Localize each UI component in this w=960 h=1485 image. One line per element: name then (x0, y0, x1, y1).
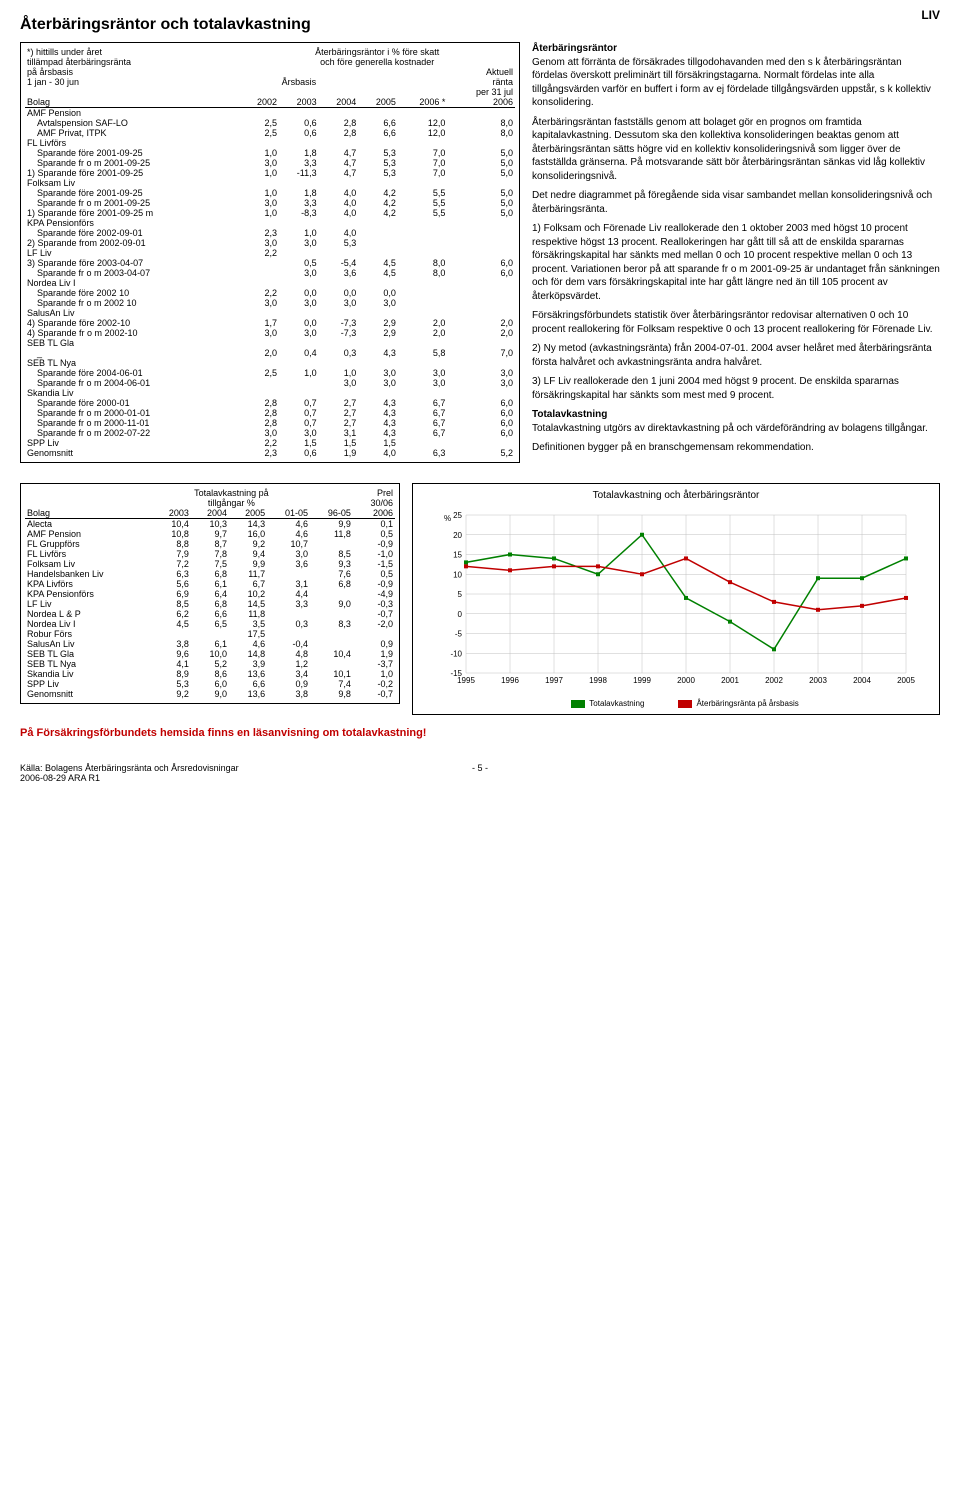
table-rebate-rates: *) hittills under åretÅterbäringsräntor … (20, 42, 520, 463)
svg-text:0: 0 (458, 610, 463, 619)
page-tag: LIV (921, 8, 940, 22)
chart-total-return: Totalavkastning och återbäringsräntor -1… (412, 483, 940, 715)
page-title: Återbäringsräntor och totalavkastning (20, 16, 940, 34)
svg-text:1997: 1997 (545, 676, 563, 685)
svg-text:1999: 1999 (633, 676, 651, 685)
svg-text:2001: 2001 (721, 676, 739, 685)
svg-text:5: 5 (458, 590, 463, 599)
svg-text:25: 25 (453, 511, 462, 520)
svg-text:2002: 2002 (765, 676, 783, 685)
svg-text:1995: 1995 (457, 676, 475, 685)
svg-text:1998: 1998 (589, 676, 607, 685)
svg-text:%: % (444, 514, 451, 523)
svg-text:10: 10 (453, 570, 462, 579)
table-total-return: Totalavkastning påPreltillgångar %30/06B… (20, 483, 400, 704)
footer-note: På Försäkringsförbundets hemsida finns e… (20, 727, 940, 739)
svg-text:1996: 1996 (501, 676, 519, 685)
svg-text:-5: -5 (455, 630, 463, 639)
svg-text:2005: 2005 (897, 676, 915, 685)
svg-text:2000: 2000 (677, 676, 695, 685)
explanatory-text: ÅterbäringsräntorGenom att förränta de f… (532, 42, 940, 473)
page-number: - 5 - (450, 763, 510, 783)
svg-text:2003: 2003 (809, 676, 827, 685)
svg-text:15: 15 (453, 551, 462, 560)
svg-text:-10: -10 (450, 649, 462, 658)
source-citation: Källa: Bolagens Återbäringsränta och Års… (20, 763, 450, 783)
svg-text:20: 20 (453, 531, 462, 540)
svg-text:2004: 2004 (853, 676, 871, 685)
